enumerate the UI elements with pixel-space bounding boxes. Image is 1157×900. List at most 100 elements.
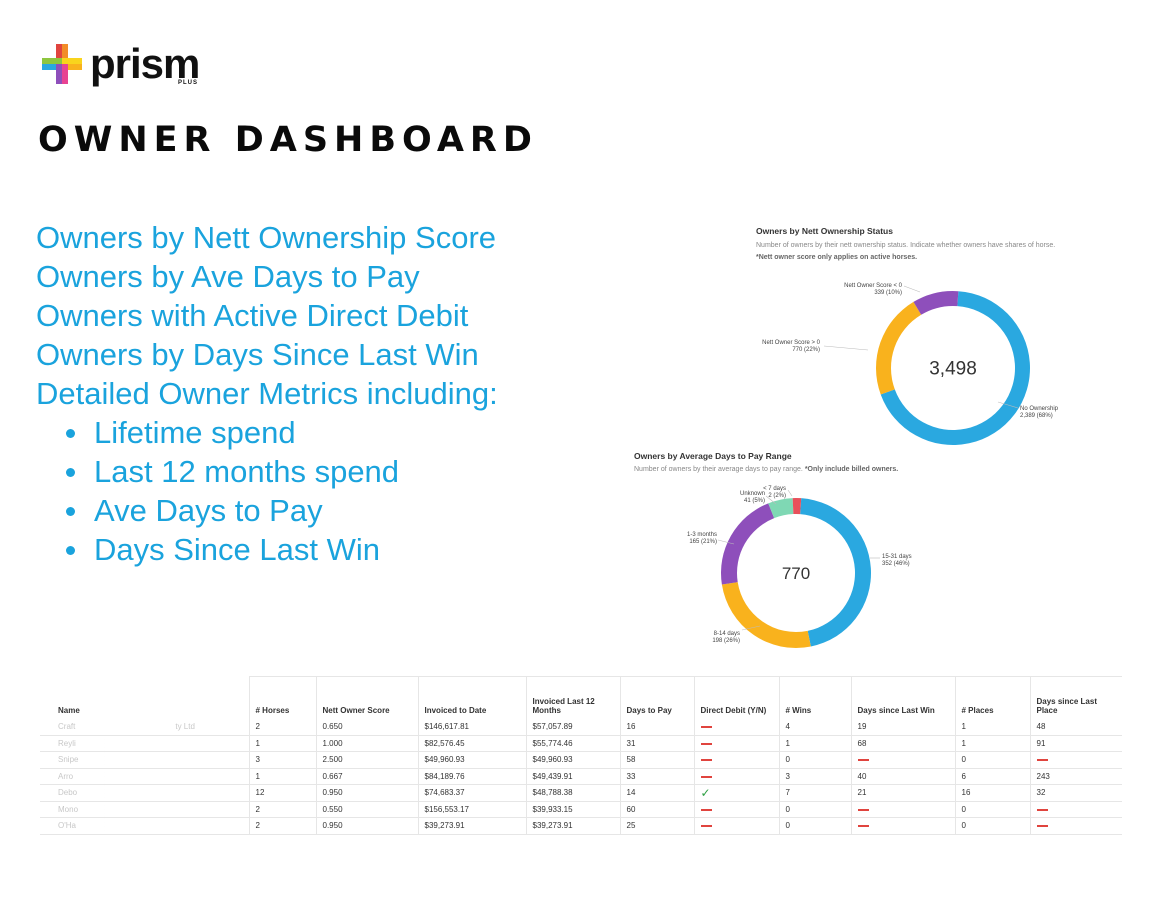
dash-icon — [857, 759, 869, 762]
cell-score: 0.950 — [315, 817, 418, 835]
column-header-last12[interactable]: Invoiced Last 12 Months — [525, 676, 620, 719]
table-row[interactable]: Arro 1 0.667 $84,189.76 $49,439.91 33 3 40 6 243 — [40, 768, 1122, 785]
cell-last12: $57,057.89 — [525, 719, 620, 736]
column-header-direct-debit[interactable]: Direct Debit (Y/N) — [693, 676, 779, 719]
cell-horses: 3 — [248, 751, 316, 769]
table-row[interactable]: Craft ty Ltd 2 0.650 $146,617.81 $57,057.89 16… — [40, 719, 1122, 736]
feature-line: Owners with Active Direct Debit — [36, 298, 469, 333]
cell-last12: $49,439.91 — [525, 768, 620, 785]
cell-since-win — [850, 817, 955, 835]
table-header-row: Name # Horses Nett Owner Score Invoiced … — [40, 676, 1122, 719]
donut-leader-line — [997, 401, 1019, 409]
dash-icon — [700, 726, 712, 729]
cell-wins: 4 — [778, 719, 851, 736]
metrics-table: Name # Horses Nett Owner Score Invoiced … — [40, 676, 1122, 835]
cell-score: 0.550 — [315, 801, 418, 818]
feature-bullet: Ave Days to Pay — [64, 491, 498, 530]
donut-slice-nett-owner-score-0[interactable] — [876, 301, 922, 395]
chart-title: Owners by Average Days to Pay Range — [634, 451, 792, 461]
cell-debit: ✓ — [693, 784, 779, 802]
donut-slice-8-14-days[interactable] — [721, 582, 811, 648]
column-header-invoiced[interactable]: Invoiced to Date — [417, 676, 526, 719]
cell-wins: 1 — [778, 735, 851, 752]
dash-icon — [700, 742, 712, 745]
column-header-days-pay[interactable]: Days to Pay — [619, 676, 694, 719]
cell-name: Debo — [40, 784, 249, 802]
cell-wins: 7 — [778, 784, 851, 802]
column-header-name[interactable]: Name — [58, 706, 80, 715]
column-header-horses[interactable]: # Horses — [248, 676, 316, 719]
feature-bullet: Lifetime spend — [64, 413, 498, 452]
chart-subtitle: Number of owners by their nett ownership… — [756, 242, 1056, 249]
owner-name: O'Ha — [58, 821, 76, 831]
cell-score: 0.950 — [315, 784, 418, 802]
donut-leader-line — [787, 489, 793, 497]
cell-since-win: 68 — [850, 735, 955, 752]
cell-days-pay: 60 — [619, 801, 694, 818]
cell-days-pay: 33 — [619, 768, 694, 785]
table-row[interactable]: Reyli 1 1.000 $82,576.45 $55,774.46 31 1 68 1 91 — [40, 735, 1122, 752]
column-header-places[interactable]: # Places — [954, 676, 1030, 719]
cell-since-win: 40 — [850, 768, 955, 785]
column-header-since-win[interactable]: Days since Last Win — [850, 676, 955, 719]
cell-days-pay: 16 — [619, 719, 694, 736]
chart-note: *Only include billed owners. — [804, 466, 899, 473]
cell-score: 0.667 — [315, 768, 418, 785]
cell-places: 6 — [954, 768, 1030, 785]
dash-icon — [1036, 808, 1048, 811]
cell-since-win — [850, 751, 955, 769]
cell-debit — [693, 751, 779, 769]
cell-places: 0 — [954, 751, 1030, 769]
chart-subtitle: Number of owners by their average days t… — [634, 466, 803, 473]
donut-slice-nett-owner-score-0[interactable] — [913, 291, 959, 315]
table-row[interactable]: Debo 12 0.950 $74,683.37 $48,788.38 14 ✓ 7 21 16 3… — [40, 784, 1122, 802]
cell-wins: 0 — [778, 801, 851, 818]
table-row[interactable]: Mono 2 0.550 $156,553.17 $39,933.15 60 0 0 — [40, 801, 1122, 818]
cell-days-pay: 25 — [619, 817, 694, 835]
dash-icon — [700, 825, 712, 828]
cell-name: Arro — [40, 768, 249, 785]
prism-logo: prism — [40, 42, 200, 86]
cell-debit — [693, 719, 779, 736]
cell-days-pay: 14 — [619, 784, 694, 802]
feature-bullet: Days Since Last Win — [64, 530, 498, 569]
table-row[interactable]: O'Ha 2 0.950 $39,273.91 $39,273.91 25 0 0 — [40, 817, 1122, 835]
cell-since-place — [1029, 751, 1122, 769]
owner-name: Reyli — [58, 738, 76, 748]
days-to-pay-donut-chart: 770 15-31 days 352 (46%) 8-14 days 198 (26%)… — [687, 486, 912, 648]
dash-icon — [700, 759, 712, 762]
chart-note: *Nett owner score only applies on active… — [756, 254, 918, 261]
cell-name: Mono — [40, 801, 249, 818]
check-icon: ✓ — [700, 785, 711, 800]
donut-slice-15-31-days[interactable] — [800, 498, 872, 647]
cell-wins: 0 — [778, 817, 851, 835]
cell-places: 1 — [954, 735, 1030, 752]
cell-horses: 2 — [248, 801, 316, 818]
donut-label: 1-3 months 165 (21%) — [687, 532, 717, 545]
cell-debit — [693, 768, 779, 785]
donut-slice-1-3-months[interactable] — [721, 503, 775, 585]
column-header-score[interactable]: Nett Owner Score — [315, 676, 418, 719]
cell-debit — [693, 817, 779, 835]
cell-places: 0 — [954, 817, 1030, 835]
cell-name: Craft ty Ltd — [40, 719, 249, 736]
cell-name: Reyli — [40, 735, 249, 752]
feature-line: Detailed Owner Metrics including: — [36, 376, 498, 411]
feature-line: Owners by Ave Days to Pay — [36, 259, 420, 294]
donut-leader-line — [823, 345, 869, 351]
donut-label: Unknown 41 (5%) — [740, 491, 765, 504]
owner-metrics-table: Name # Horses Nett Owner Score Invoiced … — [40, 676, 1122, 835]
chart-subtitle-row: Number of owners by their average days t… — [634, 466, 898, 473]
feature-list: Owners by Nett Ownership Score Owners by… — [36, 218, 498, 569]
cell-places: 0 — [954, 801, 1030, 818]
cell-days-pay: 31 — [619, 735, 694, 752]
cell-last12: $39,273.91 — [525, 817, 620, 835]
column-header-wins[interactable]: # Wins — [778, 676, 851, 719]
cell-horses: 12 — [248, 784, 316, 802]
cell-since-place: 32 — [1029, 784, 1122, 802]
donut-slice--7-days[interactable] — [792, 498, 802, 515]
column-header-since-place[interactable]: Days since Last Place — [1029, 676, 1122, 719]
cell-invoiced: $82,576.45 — [417, 735, 526, 752]
donut-leader-line — [903, 285, 921, 293]
table-row[interactable]: Snipe 3 2.500 $49,960.93 $49,960.93 58 0 0 — [40, 751, 1122, 769]
